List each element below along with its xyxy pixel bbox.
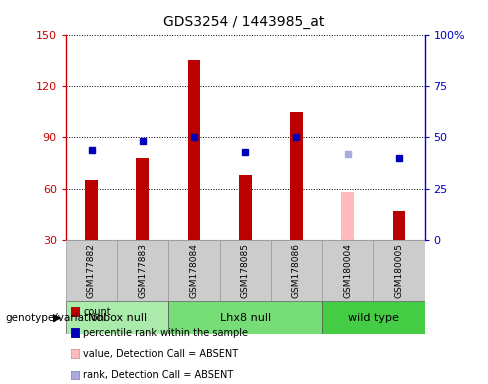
Bar	[136, 158, 149, 240]
Text: GSM180004: GSM180004	[343, 243, 352, 298]
Text: GSM178084: GSM178084	[189, 243, 199, 298]
Bar	[66, 301, 168, 334]
Text: genotype/variation: genotype/variation	[5, 313, 104, 323]
Text: Lhx8 null: Lhx8 null	[220, 313, 271, 323]
Bar	[168, 301, 322, 334]
Bar	[341, 192, 354, 240]
Bar	[117, 240, 168, 301]
Bar	[85, 180, 98, 240]
Bar	[373, 240, 425, 301]
Text: Nobox null: Nobox null	[87, 313, 147, 323]
Text: GSM178086: GSM178086	[292, 243, 301, 298]
Bar	[322, 301, 425, 334]
Bar	[220, 240, 271, 301]
Bar	[392, 211, 406, 240]
Bar	[187, 60, 201, 240]
Text: percentile rank within the sample: percentile rank within the sample	[83, 328, 248, 338]
Bar	[168, 240, 220, 301]
Text: rank, Detection Call = ABSENT: rank, Detection Call = ABSENT	[83, 370, 234, 381]
Bar	[239, 175, 252, 240]
Text: GSM180005: GSM180005	[394, 243, 404, 298]
Text: ▶: ▶	[53, 313, 61, 323]
Bar	[66, 240, 117, 301]
Bar	[271, 240, 322, 301]
Bar	[322, 240, 373, 301]
Text: GSM177882: GSM177882	[87, 243, 96, 298]
Text: count: count	[83, 307, 111, 317]
Text: GSM177883: GSM177883	[138, 243, 147, 298]
Text: value, Detection Call = ABSENT: value, Detection Call = ABSENT	[83, 349, 239, 359]
Text: GDS3254 / 1443985_at: GDS3254 / 1443985_at	[163, 15, 325, 29]
Text: GSM178085: GSM178085	[241, 243, 250, 298]
Text: wild type: wild type	[348, 313, 399, 323]
Bar	[290, 112, 303, 240]
